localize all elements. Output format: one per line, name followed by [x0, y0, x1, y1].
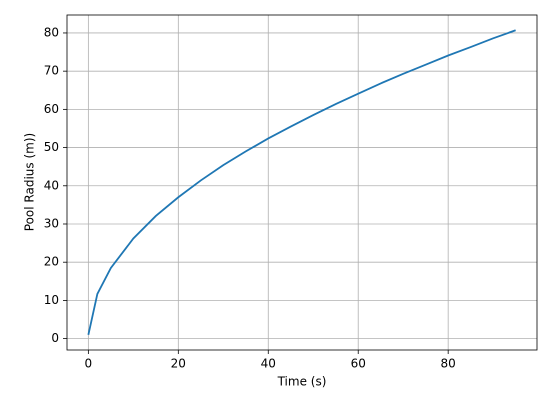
y-tick-label: 60 — [44, 102, 59, 116]
y-tick-label: 50 — [44, 140, 59, 154]
y-axis-label: Pool Radius (m)) — [23, 133, 37, 231]
y-tick-label: 30 — [44, 216, 59, 230]
y-tick-label: 10 — [44, 293, 59, 307]
x-tick-label: 60 — [351, 357, 366, 371]
y-tick-label: 20 — [44, 255, 59, 269]
x-tick-label: 20 — [171, 357, 186, 371]
x-axis-label: Time (s) — [277, 375, 327, 389]
y-tick-label: 0 — [51, 331, 59, 345]
line-series — [87, 29, 516, 335]
plot-frame — [66, 14, 538, 351]
x-tick-label: 40 — [261, 357, 276, 371]
x-tick-label: 0 — [85, 357, 93, 371]
x-tick-label: 80 — [441, 357, 456, 371]
y-tick-label: 80 — [44, 25, 59, 39]
y-tick-label: 70 — [44, 64, 59, 78]
y-tick-label: 40 — [44, 178, 59, 192]
